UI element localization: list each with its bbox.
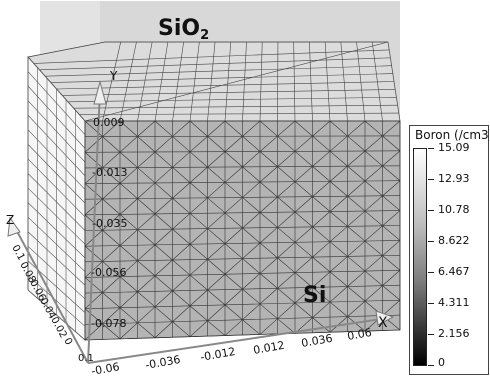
z-axis-line	[11, 221, 89, 364]
colorbar-legend: Boron (/cm3) 15.09 12.93 10.78 8.622 6.4…	[409, 125, 490, 375]
y-tick-label: -0.013	[92, 166, 127, 179]
colorbar-value: 6.467	[438, 265, 470, 278]
colorbar-value: 10.78	[438, 203, 470, 216]
y-axis-name: Y	[109, 69, 118, 83]
colorbar-tick	[428, 334, 434, 335]
colorbar-tick	[428, 179, 434, 180]
mesh-top-face	[27, 41, 401, 122]
x-axis-arrow-icon	[375, 310, 395, 326]
x-tick-label: 0.012	[252, 339, 285, 357]
colorbar-tick	[428, 148, 434, 149]
x-axis-ticks: -0.06 -0.036 -0.012 0.012 0.036 0.06	[90, 326, 372, 377]
colorbar-title: Boron (/cm3)	[415, 128, 490, 142]
oxide-label: SiO2	[158, 16, 209, 43]
y-tick-label: 0.009	[93, 116, 125, 129]
z-tick-label: 0	[61, 336, 74, 347]
z-axis-arrow-icon	[7, 216, 21, 237]
x-axis-name: X	[378, 315, 388, 331]
colorbar-value: 12.93	[438, 172, 470, 185]
colorbar-gradient	[413, 148, 427, 366]
colorbar-value: 4.311	[438, 296, 470, 309]
origin-label: 0.1	[78, 353, 94, 364]
x-tick-label: 0.06	[346, 326, 372, 343]
colorbar-value: 0	[438, 356, 445, 369]
y-axis-ticks: 0.009 -0.013 -0.035 -0.056 -0.078	[91, 116, 127, 330]
x-tick-label: -0.06	[90, 360, 120, 377]
x-tick-label: -0.036	[144, 353, 181, 372]
z-axis-name: Z	[6, 213, 14, 227]
colorbar-tick	[428, 210, 434, 211]
colorbar-tick	[428, 365, 434, 366]
y-axis-arrow-icon	[93, 80, 107, 105]
silicon-label: Si	[303, 283, 326, 308]
colorbar-value: 15.09	[438, 141, 470, 154]
x-tick-label: 0.036	[300, 332, 333, 350]
colorbar-tick	[428, 272, 434, 273]
colorbar-tick	[428, 241, 434, 242]
colorbar-tick	[428, 303, 434, 304]
y-tick-label: -0.035	[92, 217, 127, 230]
colorbar-value: 8.622	[438, 234, 470, 247]
colorbar-value: 2.156	[438, 327, 470, 340]
y-axis-line	[87, 89, 101, 364]
mesh-front-face	[84, 120, 401, 341]
y-tick-label: -0.056	[91, 266, 126, 279]
axes	[11, 89, 389, 364]
x-tick-label: -0.012	[199, 345, 236, 364]
x-axis-line	[87, 317, 389, 364]
y-tick-label: -0.078	[91, 317, 126, 330]
